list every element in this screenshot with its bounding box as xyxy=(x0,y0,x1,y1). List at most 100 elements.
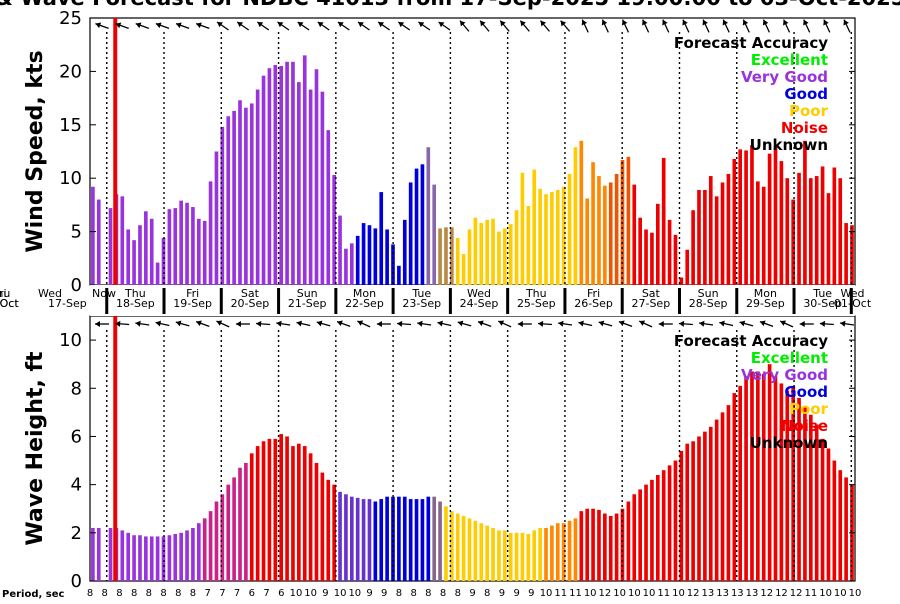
bar xyxy=(191,528,195,581)
bar xyxy=(785,390,790,581)
bar xyxy=(461,515,466,581)
bar xyxy=(385,229,389,285)
bar xyxy=(438,228,442,285)
bar xyxy=(638,217,642,285)
arrow-head xyxy=(581,19,588,26)
period-value: 8 xyxy=(410,588,416,599)
bar xyxy=(485,525,489,581)
day-date: 24-Sep xyxy=(460,297,499,310)
bar xyxy=(173,534,178,581)
direction-arrow xyxy=(297,21,310,31)
bar xyxy=(285,436,289,581)
bar xyxy=(191,207,195,285)
direction-arrow xyxy=(581,19,589,33)
bar xyxy=(332,484,336,581)
arrow-head xyxy=(678,320,685,327)
bar xyxy=(567,520,572,581)
y-tick-label: 10 xyxy=(59,168,82,189)
legend-item: Excellent xyxy=(751,349,828,367)
day-date: 26-Sep xyxy=(574,297,613,310)
bar xyxy=(567,173,572,285)
bar xyxy=(661,470,666,581)
bar xyxy=(761,373,766,581)
direction-arrow xyxy=(498,320,512,328)
bar xyxy=(232,110,236,285)
bar xyxy=(579,511,584,581)
arrow-head xyxy=(196,320,202,327)
period-value: 12 xyxy=(775,588,788,599)
period-axis-label: Period, sec xyxy=(2,589,65,600)
arrow-head xyxy=(803,19,809,26)
bar xyxy=(208,181,213,285)
day-of-week: Sat xyxy=(642,287,661,300)
bar xyxy=(644,229,648,285)
period-value: 11 xyxy=(657,588,670,599)
arrow-head xyxy=(297,21,304,28)
bar xyxy=(532,530,537,581)
direction-arrow xyxy=(216,21,229,31)
arrow-head xyxy=(216,320,223,326)
period-value: 7 xyxy=(219,588,225,599)
bar xyxy=(761,186,766,285)
period-value: 10 xyxy=(584,588,597,599)
bar xyxy=(691,210,695,285)
bar xyxy=(361,499,366,581)
bar xyxy=(467,229,472,285)
period-value: 8 xyxy=(102,588,108,599)
bar xyxy=(667,465,672,581)
day-of-week: Wed xyxy=(467,287,491,300)
period-value: 10 xyxy=(834,588,847,599)
bar xyxy=(161,238,166,285)
bar xyxy=(402,496,407,581)
bar xyxy=(608,515,613,581)
bar xyxy=(473,217,478,285)
period-value: 11 xyxy=(569,588,582,599)
bar xyxy=(814,424,819,581)
bar xyxy=(514,532,519,581)
bar xyxy=(479,223,484,285)
bar xyxy=(491,528,495,581)
day-date: 03-Oct xyxy=(0,297,19,310)
direction-arrow xyxy=(499,20,510,32)
arrow-head xyxy=(115,320,121,327)
bar xyxy=(597,176,601,285)
arrow-head xyxy=(759,320,766,327)
bar xyxy=(808,178,813,285)
bar xyxy=(603,185,607,285)
direction-arrow xyxy=(803,19,811,33)
bar xyxy=(108,528,113,581)
direction-arrow xyxy=(216,320,230,328)
bar xyxy=(608,182,613,285)
arrow-head xyxy=(277,21,284,28)
bar xyxy=(756,181,760,285)
day-date: 20-Sep xyxy=(231,297,270,310)
bar xyxy=(738,385,743,581)
bar xyxy=(814,176,819,285)
direction-arrow xyxy=(682,19,690,33)
bar xyxy=(144,211,148,285)
bar xyxy=(344,248,348,285)
direction-arrow xyxy=(235,321,250,327)
bar xyxy=(838,470,843,581)
bar xyxy=(632,184,637,285)
bar xyxy=(167,209,172,285)
direction-arrow xyxy=(195,320,210,328)
arrow-head xyxy=(155,320,162,327)
bar xyxy=(726,405,731,581)
bar xyxy=(297,82,301,285)
bar xyxy=(279,66,284,285)
bar xyxy=(267,68,272,285)
bar xyxy=(797,172,801,285)
bar xyxy=(167,535,172,581)
arrow-head xyxy=(296,320,303,327)
period-value: 11 xyxy=(554,588,567,599)
bar xyxy=(120,530,125,581)
bar xyxy=(432,496,437,581)
arrow-head xyxy=(517,321,523,327)
arrow-head xyxy=(658,321,664,327)
period-value: 8 xyxy=(455,588,461,599)
bar xyxy=(779,383,784,581)
bar xyxy=(508,224,513,285)
bar xyxy=(397,496,401,581)
day-date: 30-Sep xyxy=(803,297,842,310)
